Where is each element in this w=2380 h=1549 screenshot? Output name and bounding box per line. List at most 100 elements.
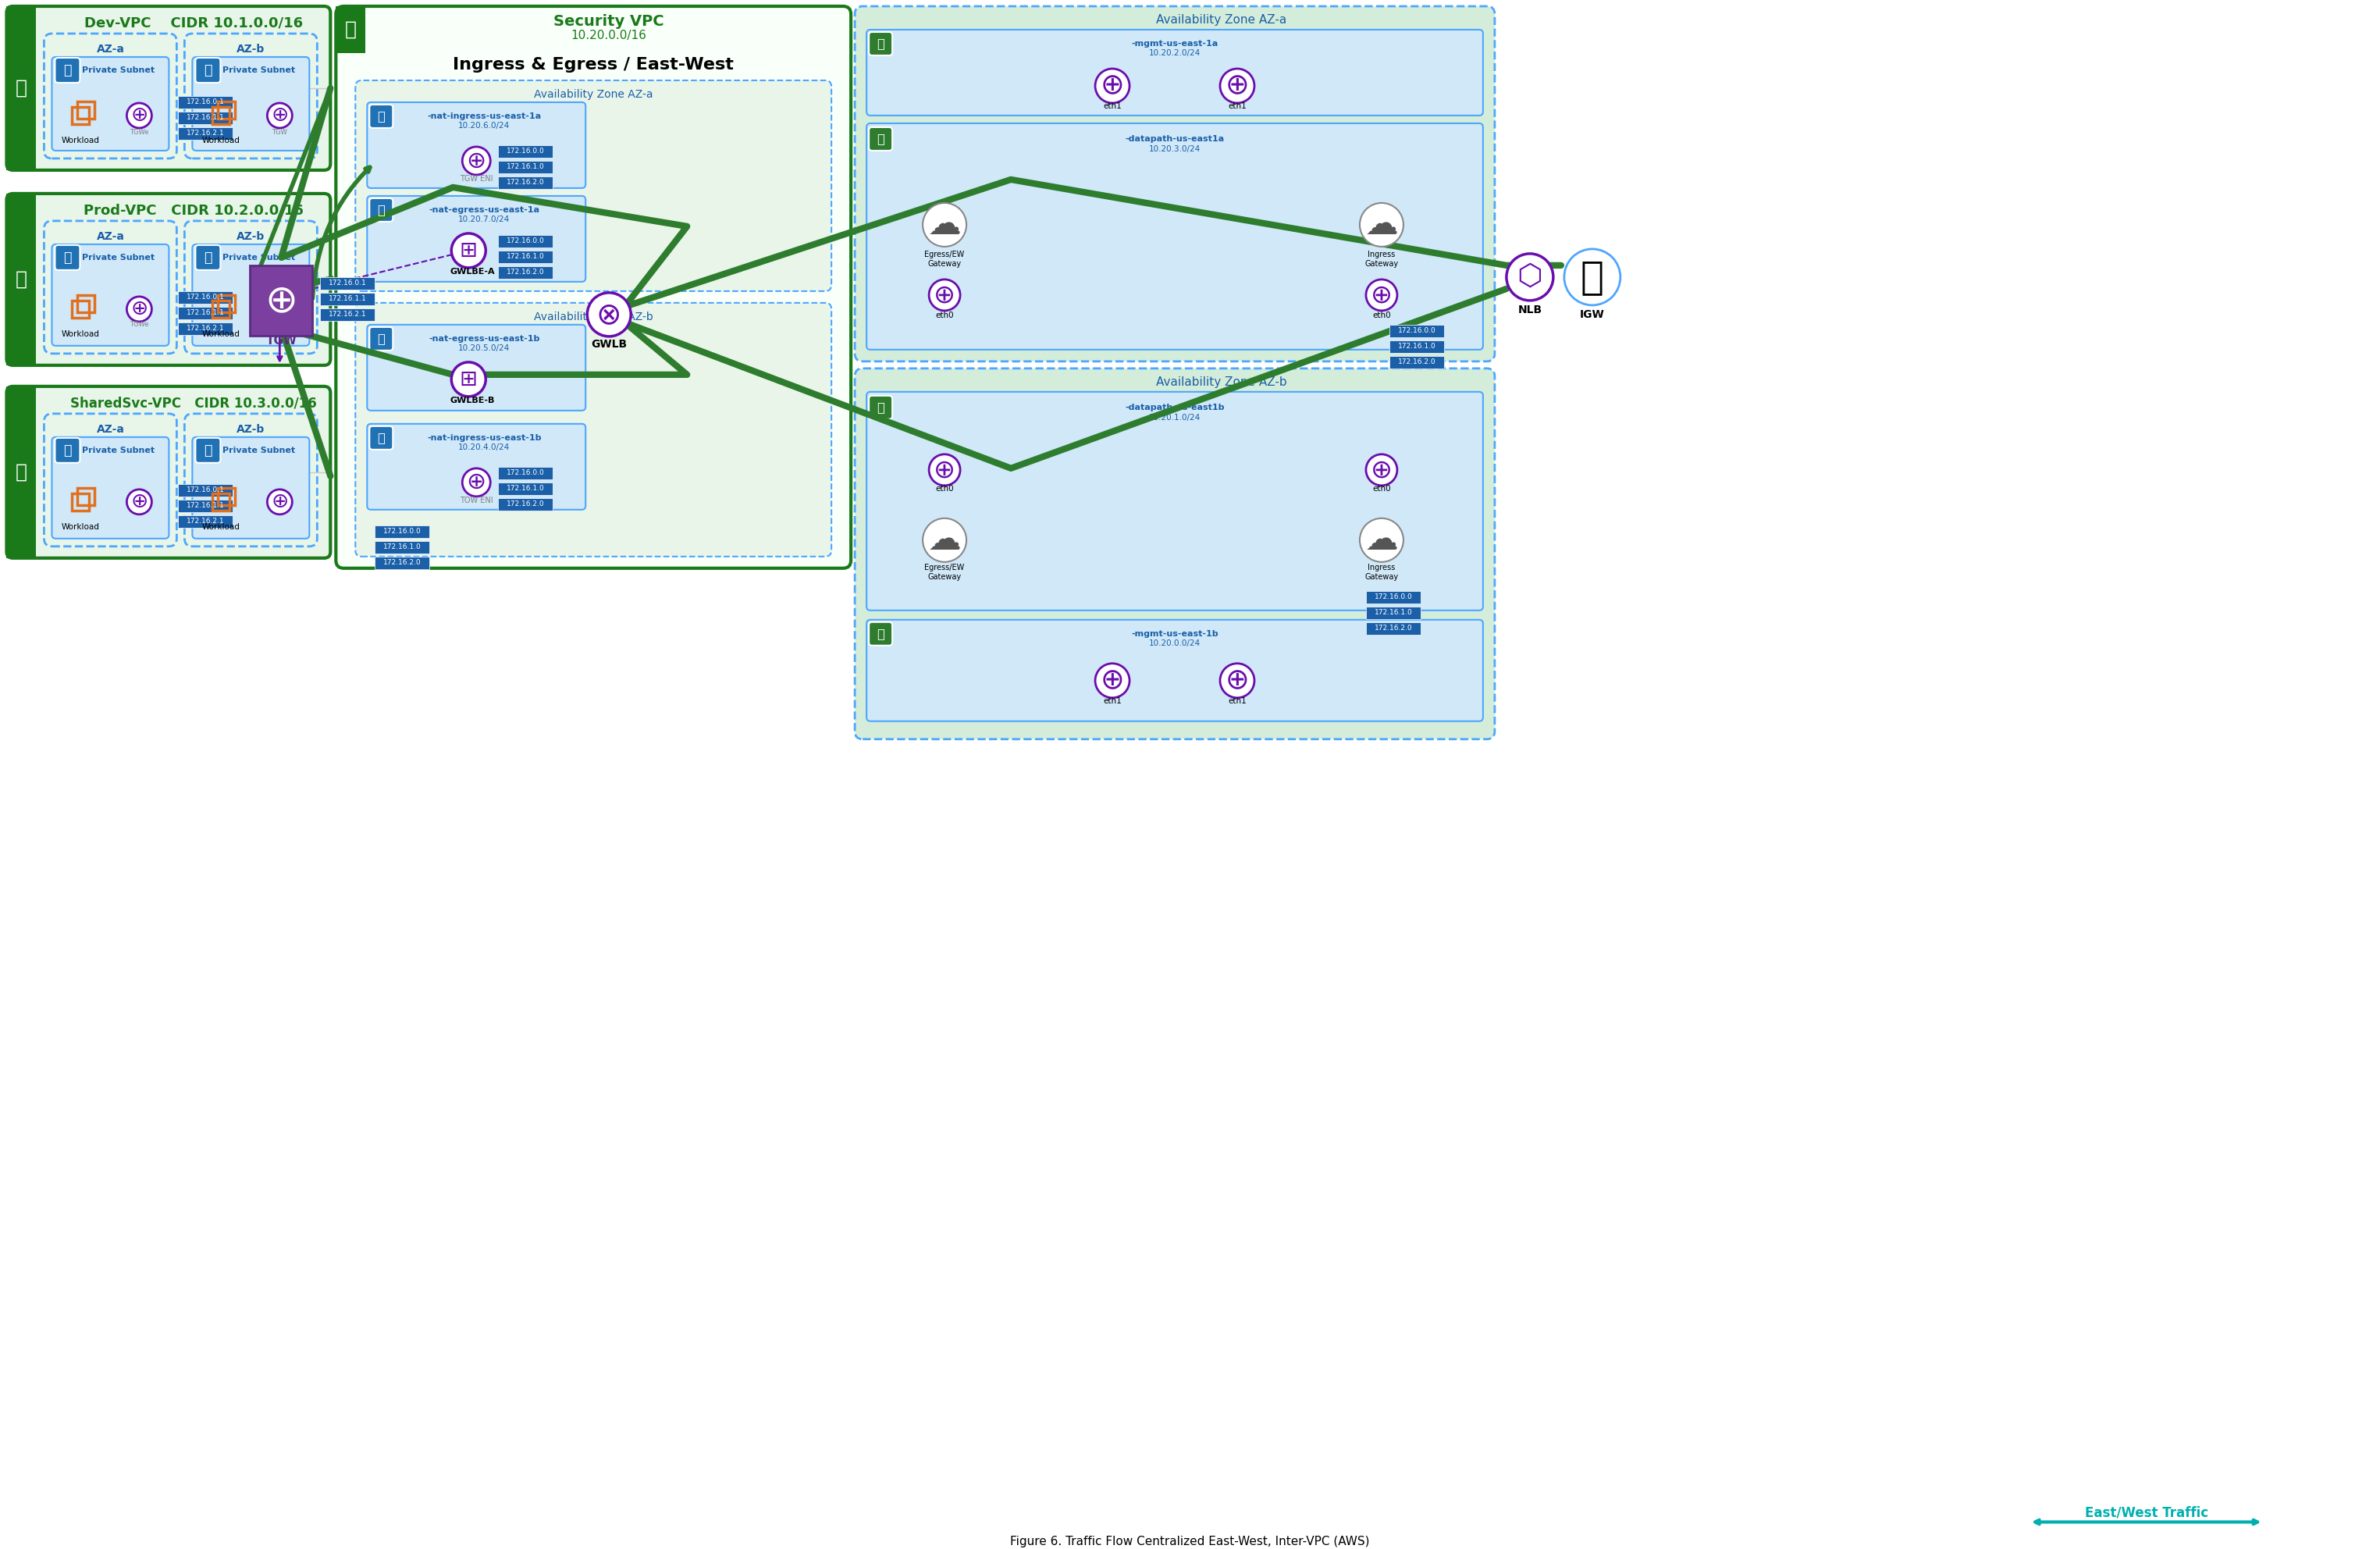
Text: 172.16.2.0: 172.16.2.0 bbox=[507, 180, 545, 186]
Text: Ingress & Egress / East-West: Ingress & Egress / East-West bbox=[452, 57, 733, 73]
Circle shape bbox=[1564, 249, 1621, 305]
Text: 10.20.2.0/24: 10.20.2.0/24 bbox=[1150, 50, 1200, 57]
Text: 🔒: 🔒 bbox=[378, 204, 386, 215]
Bar bbox=[497, 161, 552, 173]
Circle shape bbox=[267, 296, 293, 322]
Text: SharedSvc-VPC   CIDR 10.3.0.0/16: SharedSvc-VPC CIDR 10.3.0.0/16 bbox=[71, 397, 317, 410]
Text: ⊞: ⊞ bbox=[459, 240, 478, 262]
Text: TGW: TGW bbox=[271, 129, 288, 136]
Text: 🔒: 🔒 bbox=[205, 443, 212, 457]
FancyBboxPatch shape bbox=[367, 195, 585, 282]
Text: Availability Zone AZ-b: Availability Zone AZ-b bbox=[1157, 376, 1288, 389]
Text: eth1: eth1 bbox=[1102, 697, 1121, 705]
Text: 🔒: 🔒 bbox=[378, 432, 386, 443]
FancyBboxPatch shape bbox=[355, 304, 831, 556]
Bar bbox=[497, 466, 552, 479]
Bar bbox=[321, 277, 376, 290]
Text: 🔒: 🔒 bbox=[345, 20, 357, 39]
Circle shape bbox=[1366, 454, 1397, 485]
Text: 10.20.6.0/24: 10.20.6.0/24 bbox=[459, 122, 509, 130]
FancyBboxPatch shape bbox=[367, 424, 585, 510]
Text: Egress/EW: Egress/EW bbox=[923, 564, 964, 572]
Circle shape bbox=[923, 519, 966, 562]
Text: 🔒: 🔒 bbox=[64, 443, 71, 457]
Circle shape bbox=[588, 293, 631, 336]
Circle shape bbox=[462, 468, 490, 496]
Text: Egress/EW: Egress/EW bbox=[923, 251, 964, 259]
Bar bbox=[497, 235, 552, 248]
Text: ⊕: ⊕ bbox=[466, 471, 486, 494]
Text: IGW: IGW bbox=[1580, 310, 1604, 321]
Text: -datapath-us-east1a: -datapath-us-east1a bbox=[1126, 135, 1223, 143]
Circle shape bbox=[923, 203, 966, 246]
Text: Private Subnet: Private Subnet bbox=[81, 254, 155, 262]
Text: 10.20.3.0/24: 10.20.3.0/24 bbox=[1150, 146, 1200, 153]
Text: AZ-b: AZ-b bbox=[236, 424, 264, 435]
Text: Prod-VPC   CIDR 10.2.0.0/16: Prod-VPC CIDR 10.2.0.0/16 bbox=[83, 204, 305, 218]
Circle shape bbox=[126, 104, 152, 129]
Bar bbox=[376, 556, 428, 568]
Text: ⊞: ⊞ bbox=[459, 369, 478, 390]
Text: Private Subnet: Private Subnet bbox=[221, 67, 295, 74]
Text: 172.16.0.1: 172.16.0.1 bbox=[186, 99, 224, 105]
Text: 172.16.0.0: 172.16.0.0 bbox=[507, 147, 545, 155]
FancyBboxPatch shape bbox=[869, 395, 892, 420]
Circle shape bbox=[1507, 254, 1554, 301]
Text: Workload: Workload bbox=[202, 136, 240, 144]
FancyBboxPatch shape bbox=[367, 102, 585, 187]
Text: TGW ENI: TGW ENI bbox=[459, 175, 493, 183]
Text: Workload: Workload bbox=[62, 330, 100, 338]
Text: 172.16.1.0: 172.16.1.0 bbox=[507, 254, 545, 260]
Bar bbox=[79, 102, 95, 119]
Text: 🔒: 🔒 bbox=[64, 251, 71, 265]
Text: ⊕: ⊕ bbox=[131, 491, 148, 513]
Text: 172.16.2.1: 172.16.2.1 bbox=[186, 517, 224, 525]
Text: ⊕: ⊕ bbox=[1100, 71, 1123, 101]
Text: eth0: eth0 bbox=[1373, 311, 1390, 319]
Text: AZ-a: AZ-a bbox=[95, 43, 124, 54]
Bar bbox=[178, 483, 233, 496]
Text: 🔒: 🔒 bbox=[205, 64, 212, 77]
Text: ⊕: ⊕ bbox=[1226, 71, 1250, 101]
Text: AZ-a: AZ-a bbox=[95, 424, 124, 435]
FancyBboxPatch shape bbox=[193, 245, 309, 345]
Bar bbox=[71, 107, 90, 124]
Text: TGWe: TGWe bbox=[129, 321, 150, 328]
Text: 172.16.2.1: 172.16.2.1 bbox=[186, 325, 224, 331]
Bar bbox=[1390, 341, 1445, 353]
Text: ⊕: ⊕ bbox=[1100, 666, 1123, 696]
Circle shape bbox=[1359, 203, 1404, 246]
Circle shape bbox=[1221, 68, 1254, 104]
Circle shape bbox=[1095, 68, 1130, 104]
Text: ☁: ☁ bbox=[1364, 524, 1399, 556]
Text: Ingress: Ingress bbox=[1368, 564, 1395, 572]
Text: 🔒: 🔒 bbox=[378, 333, 386, 344]
Text: ⊕: ⊕ bbox=[131, 299, 148, 319]
Bar bbox=[79, 488, 95, 505]
Text: Private Subnet: Private Subnet bbox=[221, 254, 295, 262]
Text: ☁: ☁ bbox=[1364, 209, 1399, 242]
Text: 🌐: 🌐 bbox=[1580, 259, 1604, 296]
Text: TOW ENI: TOW ENI bbox=[459, 496, 493, 505]
Text: Workload: Workload bbox=[62, 136, 100, 144]
FancyBboxPatch shape bbox=[55, 57, 81, 82]
Circle shape bbox=[1359, 519, 1404, 562]
Text: 172.16.0.1: 172.16.0.1 bbox=[186, 294, 224, 301]
Text: 172.16.1.1: 172.16.1.1 bbox=[186, 310, 224, 316]
Bar bbox=[497, 266, 552, 279]
Text: ⊗: ⊗ bbox=[597, 299, 621, 330]
Text: ⊕: ⊕ bbox=[131, 105, 148, 125]
Bar bbox=[79, 294, 95, 313]
Text: eth0: eth0 bbox=[935, 485, 954, 493]
Text: eth0: eth0 bbox=[935, 311, 954, 319]
Text: GWLBE-B: GWLBE-B bbox=[450, 397, 495, 404]
FancyBboxPatch shape bbox=[52, 437, 169, 539]
Text: 172.16.1.0: 172.16.1.0 bbox=[507, 164, 545, 170]
Text: AZ-b: AZ-b bbox=[236, 231, 264, 242]
Text: Security VPC: Security VPC bbox=[555, 14, 664, 29]
FancyBboxPatch shape bbox=[369, 105, 393, 129]
Text: Dev-VPC    CIDR 10.1.0.0/16: Dev-VPC CIDR 10.1.0.0/16 bbox=[86, 17, 302, 31]
Circle shape bbox=[452, 362, 486, 397]
Text: GWLBE-A: GWLBE-A bbox=[450, 268, 495, 276]
Circle shape bbox=[452, 234, 486, 268]
